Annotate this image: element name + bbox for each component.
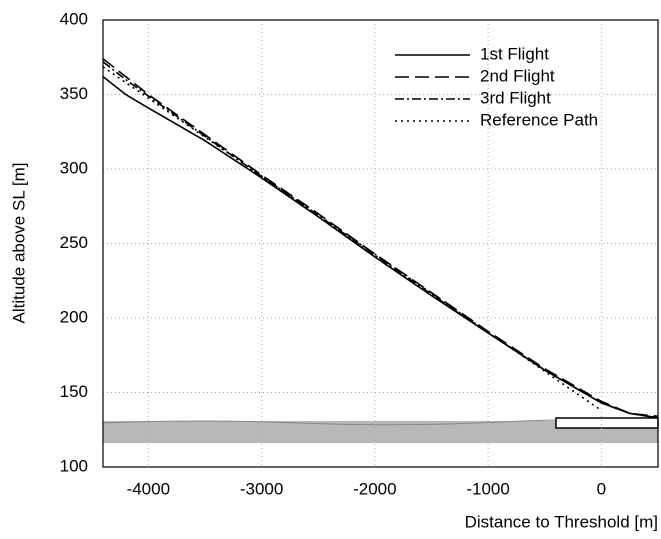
y-tick-label: 350: [60, 84, 88, 103]
x-tick-label: 0: [597, 479, 606, 498]
plot-frame: [102, 19, 659, 468]
series-line: [102, 66, 602, 412]
series-line: [102, 58, 659, 418]
terrain: [103, 421, 658, 443]
legend-label: 2nd Flight: [480, 66, 555, 85]
x-tick-label: -3000: [240, 479, 283, 498]
y-tick-label: 100: [60, 456, 88, 475]
legend-label: 3rd Flight: [480, 88, 551, 107]
y-tick-label: 250: [60, 233, 88, 252]
x-tick-label: -4000: [127, 479, 170, 498]
y-tick-label: 400: [60, 9, 88, 28]
x-axis-label: Distance to Threshold [m]: [465, 512, 658, 531]
legend-label: 1st Flight: [480, 44, 549, 63]
y-tick-label: 200: [60, 307, 88, 326]
legend-label: Reference Path: [480, 110, 598, 129]
x-tick-label: -2000: [353, 479, 396, 498]
series-line: [102, 61, 659, 419]
y-tick-label: 300: [60, 158, 88, 177]
x-tick-label: -1000: [466, 479, 509, 498]
runway: [555, 417, 659, 429]
y-tick-label: 150: [60, 382, 88, 401]
y-axis-label: Altitude above SL [m]: [9, 163, 28, 324]
